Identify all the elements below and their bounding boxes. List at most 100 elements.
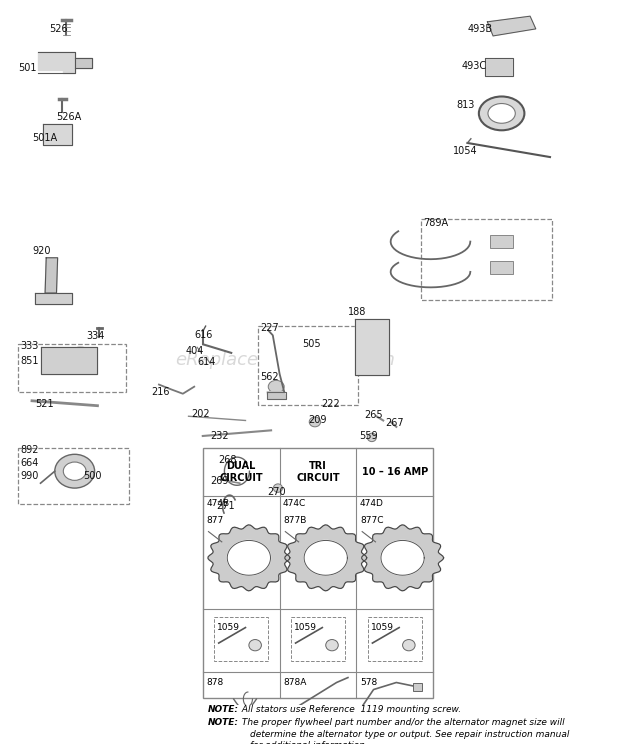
Polygon shape [35, 293, 72, 304]
Polygon shape [285, 525, 367, 591]
Ellipse shape [365, 357, 371, 363]
Polygon shape [304, 540, 347, 575]
Ellipse shape [326, 640, 339, 651]
Text: 789A: 789A [423, 217, 448, 228]
Text: 1054: 1054 [453, 146, 478, 155]
Text: 1059: 1059 [217, 623, 240, 632]
Text: 232: 232 [210, 431, 229, 441]
Bar [421, 219, 552, 300]
Text: 878A: 878A [283, 678, 306, 687]
Text: 614: 614 [197, 357, 216, 367]
Bar [203, 448, 433, 698]
Text: 474C: 474C [283, 499, 306, 508]
Polygon shape [43, 124, 72, 145]
Polygon shape [38, 52, 74, 73]
Text: 269: 269 [210, 476, 229, 486]
Ellipse shape [55, 455, 95, 488]
Ellipse shape [309, 417, 321, 427]
Text: 559: 559 [360, 431, 378, 441]
Bar [258, 326, 358, 405]
Text: 270: 270 [267, 487, 286, 497]
Polygon shape [487, 16, 536, 36]
Text: 578: 578 [360, 678, 377, 687]
Polygon shape [355, 319, 389, 376]
Polygon shape [45, 257, 58, 293]
Text: 664: 664 [20, 458, 38, 469]
Text: 334: 334 [86, 331, 104, 341]
Text: 222: 222 [321, 399, 340, 408]
Text: 501: 501 [18, 62, 37, 73]
Text: 892: 892 [20, 445, 38, 455]
Text: 271: 271 [216, 501, 234, 511]
Text: TRI
CIRCUIT: TRI CIRCUIT [296, 461, 340, 483]
Ellipse shape [63, 462, 86, 481]
Text: determine the alternator type or output. See repair instruction manual: determine the alternator type or output.… [250, 730, 569, 739]
Text: 877C: 877C [360, 516, 383, 525]
Text: 521: 521 [35, 399, 53, 408]
Text: DUAL
CIRCUIT: DUAL CIRCUIT [219, 461, 263, 483]
Ellipse shape [268, 380, 284, 393]
Text: 616: 616 [194, 330, 213, 340]
Text: 877: 877 [206, 516, 223, 525]
Bar [414, 682, 422, 691]
Text: 493C: 493C [462, 61, 487, 71]
Text: 474B: 474B [206, 499, 229, 508]
Text: NOTE:: NOTE: [207, 718, 238, 728]
Text: 877B: 877B [283, 516, 306, 525]
Polygon shape [381, 540, 424, 575]
Bar [291, 617, 345, 661]
Text: 878: 878 [206, 678, 223, 687]
Text: 10 – 16 AMP: 10 – 16 AMP [362, 467, 428, 477]
Bar [490, 235, 513, 248]
Text: 474D: 474D [360, 499, 384, 508]
Ellipse shape [67, 347, 94, 363]
Polygon shape [267, 391, 286, 399]
Bar [368, 617, 422, 661]
Text: 188: 188 [348, 307, 366, 317]
Ellipse shape [273, 484, 283, 493]
Bar [18, 344, 126, 391]
Bar [490, 261, 513, 274]
Text: 920: 920 [32, 246, 50, 256]
Text: 1059: 1059 [371, 623, 394, 632]
Text: 505: 505 [303, 339, 321, 350]
Text: 813: 813 [456, 100, 474, 110]
Text: 202: 202 [192, 409, 210, 419]
Text: 500: 500 [83, 471, 102, 481]
Text: 227: 227 [260, 323, 279, 333]
Bar [214, 617, 268, 661]
Text: The proper flywheel part number and/or the alternator magnet size will: The proper flywheel part number and/or t… [239, 718, 564, 728]
Polygon shape [228, 540, 270, 575]
Text: 333: 333 [20, 341, 38, 351]
Text: 1059: 1059 [294, 623, 317, 632]
Text: 216: 216 [151, 387, 170, 397]
Polygon shape [40, 347, 97, 374]
Polygon shape [361, 525, 444, 591]
Text: 267: 267 [386, 418, 404, 429]
Text: 209: 209 [308, 415, 327, 425]
Text: 526A: 526A [56, 112, 82, 122]
Ellipse shape [402, 640, 415, 651]
Text: 526: 526 [49, 24, 68, 34]
Ellipse shape [365, 325, 371, 331]
Polygon shape [74, 58, 92, 68]
Text: eReplacementParts.com: eReplacementParts.com [175, 351, 396, 369]
Text: for additional information.: for additional information. [250, 741, 368, 744]
Text: 265: 265 [364, 410, 383, 420]
Text: 404: 404 [186, 346, 204, 356]
Text: 990: 990 [20, 471, 38, 481]
Ellipse shape [479, 97, 525, 130]
Ellipse shape [488, 103, 515, 124]
Ellipse shape [249, 640, 262, 651]
Text: NOTE:: NOTE: [207, 705, 238, 714]
Polygon shape [485, 59, 513, 76]
Text: 268: 268 [218, 455, 237, 465]
Text: 501A: 501A [32, 133, 57, 143]
Text: 851: 851 [20, 356, 38, 365]
Ellipse shape [367, 433, 376, 442]
Text: 562: 562 [260, 372, 279, 382]
Bar [18, 448, 129, 504]
Text: 493B: 493B [467, 24, 493, 34]
Text: All stators use Reference  1119 mounting screw.: All stators use Reference 1119 mounting … [239, 705, 461, 714]
Polygon shape [208, 525, 290, 591]
